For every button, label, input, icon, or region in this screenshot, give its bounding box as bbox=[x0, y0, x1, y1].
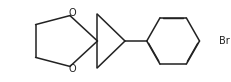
Text: Br: Br bbox=[218, 36, 229, 46]
Text: O: O bbox=[68, 8, 76, 18]
Text: O: O bbox=[68, 64, 76, 74]
